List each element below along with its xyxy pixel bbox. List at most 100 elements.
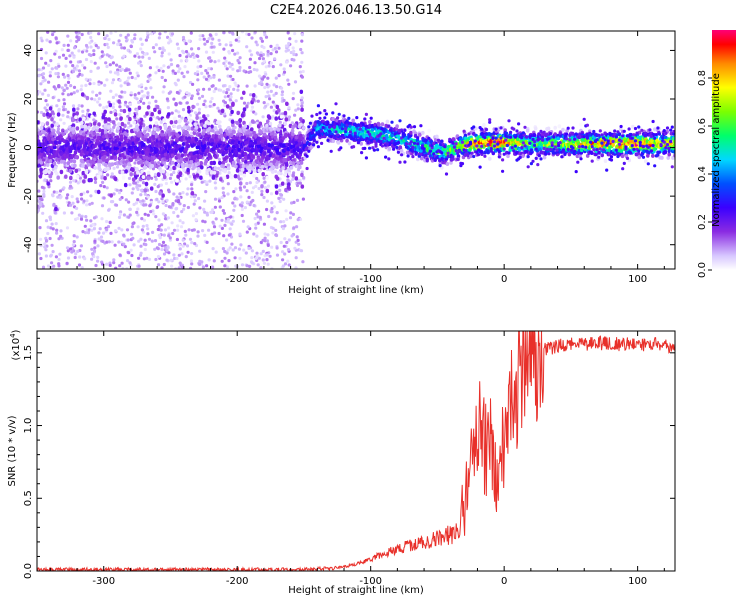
heatmap-cell xyxy=(97,83,100,86)
heatmap-cell xyxy=(226,192,229,195)
heatmap-cell xyxy=(284,133,288,137)
heatmap-cell xyxy=(55,122,59,126)
heatmap-cell xyxy=(165,165,169,169)
heatmap-cell xyxy=(171,232,174,235)
heatmap-cell xyxy=(182,168,186,172)
heatmap-cell xyxy=(76,217,79,220)
heatmap-cell xyxy=(262,196,265,199)
heatmap-cell xyxy=(226,67,229,70)
heatmap-cell xyxy=(287,106,290,109)
heatmap-cell xyxy=(36,205,39,208)
heatmap-cell xyxy=(222,48,225,51)
heatmap-cell xyxy=(105,158,109,162)
figure-title: C2E4.2026.046.13.50.G14 xyxy=(270,3,442,18)
heatmap-cell xyxy=(94,62,97,65)
heatmap-cell xyxy=(173,117,177,121)
heatmap-cell xyxy=(301,184,305,188)
heatmap-cell xyxy=(222,247,225,250)
heatmap-cell xyxy=(161,193,165,197)
heatmap-cell xyxy=(190,160,194,164)
heatmap-cell xyxy=(190,241,193,244)
heatmap-cell xyxy=(149,210,152,213)
heatmap-cell xyxy=(261,165,265,169)
heatmap-cell xyxy=(148,101,151,104)
heatmap-cell xyxy=(116,189,119,192)
heatmap-cell xyxy=(297,218,300,221)
heatmap-cell xyxy=(170,181,173,184)
heatmap-cell xyxy=(283,252,286,255)
heatmap-cell xyxy=(157,161,160,164)
heatmap-cell xyxy=(108,240,111,243)
heatmap-cell xyxy=(182,75,185,78)
heatmap-cell xyxy=(247,225,250,228)
heatmap-cell xyxy=(233,204,236,207)
heatmap-cell xyxy=(63,76,66,79)
heatmap-cell xyxy=(196,235,199,238)
heatmap-cell xyxy=(187,206,190,209)
heatmap-cell xyxy=(63,89,66,92)
heatmap-cell xyxy=(52,132,56,136)
heatmap-cell xyxy=(207,121,211,125)
heatmap-cell xyxy=(257,169,261,173)
heatmap-cell xyxy=(295,256,298,259)
heatmap-cell xyxy=(229,95,232,98)
heatmap-cell xyxy=(45,239,48,242)
heatmap-cell xyxy=(46,163,50,167)
heatmap-cell xyxy=(83,66,86,69)
heatmap-cell xyxy=(162,64,165,67)
heatmap-cell xyxy=(201,229,204,232)
heatmap-cell xyxy=(192,214,195,217)
heatmap-cell xyxy=(266,239,269,242)
heatmap-cell xyxy=(232,130,236,134)
heatmap-cell xyxy=(49,74,52,77)
heatmap-cell xyxy=(47,128,51,132)
heatmap-cell xyxy=(159,236,162,239)
heatmap-cell xyxy=(201,95,204,98)
heatmap-cell xyxy=(211,85,214,88)
heatmap-cell xyxy=(242,91,246,95)
heatmap-cell xyxy=(209,33,212,36)
heatmap-cell xyxy=(81,33,84,36)
heatmap-cell xyxy=(262,46,265,49)
heatmap-cell xyxy=(123,91,126,94)
heatmap-cell xyxy=(49,40,52,43)
heatmap-cell xyxy=(55,104,58,107)
heatmap-cell xyxy=(301,96,304,99)
heatmap-cell xyxy=(236,59,239,62)
heatmap-cell xyxy=(67,81,70,84)
heatmap-cell xyxy=(43,89,46,92)
heatmap-cell xyxy=(54,211,57,214)
heatmap-cell xyxy=(78,263,81,266)
heatmap-cell xyxy=(154,71,157,74)
heatmap-cell xyxy=(160,54,163,57)
heatmap-cell xyxy=(186,71,189,74)
heatmap-cell xyxy=(84,84,87,87)
heatmap-cell xyxy=(205,181,208,184)
heatmap-cell xyxy=(74,155,78,159)
heatmap-cell xyxy=(163,85,166,88)
heatmap-cell xyxy=(51,137,55,141)
heatmap-cell xyxy=(58,253,61,256)
heatmap-cell xyxy=(295,176,299,180)
heatmap-cell xyxy=(181,221,184,224)
heatmap-cell xyxy=(194,111,197,114)
heatmap-cell xyxy=(106,167,110,171)
heatmap-cell xyxy=(90,248,93,251)
heatmap-cell xyxy=(77,49,80,52)
heatmap-cell xyxy=(158,32,161,35)
heatmap-cell xyxy=(122,243,125,246)
heatmap-cell xyxy=(73,46,76,49)
heatmap-cell xyxy=(208,56,211,59)
heatmap-cell xyxy=(146,31,149,34)
heatmap-cell xyxy=(240,97,243,100)
heatmap-cell xyxy=(239,195,242,198)
heatmap-cell xyxy=(277,47,280,50)
heatmap-cell xyxy=(120,90,123,93)
heatmap-cell xyxy=(409,131,413,135)
heatmap-cell xyxy=(283,245,286,248)
heatmap-cell xyxy=(203,144,207,148)
heatmap-cell xyxy=(66,142,70,146)
heatmap-cell xyxy=(141,56,144,59)
spectrogram-heatmap xyxy=(35,30,677,271)
heatmap-cell xyxy=(103,176,107,180)
